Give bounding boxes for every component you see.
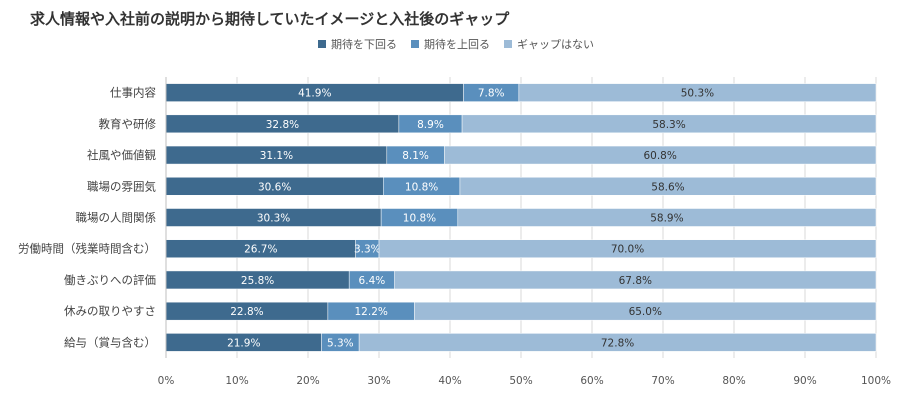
data-label: 7.8% [478, 88, 505, 100]
legend-swatch-below [318, 40, 326, 48]
bar-segment [461, 114, 877, 134]
data-label: 30.6% [258, 181, 291, 193]
x-tick-label: 50% [509, 375, 532, 387]
legend-swatch-nogap [504, 40, 512, 48]
data-label: 31.1% [260, 150, 293, 162]
bar-segment [444, 145, 877, 165]
chart-title: 求人情報や入社前の説明から期待していたイメージと入社後のギャップ [30, 10, 510, 28]
category-label: 職場の人間関係 [76, 211, 157, 225]
legend-item-above: 期待を上回る [411, 36, 490, 52]
bar-segment [378, 239, 877, 258]
data-label: 12.2% [355, 306, 388, 318]
category-label: 給与（賞与含む） [64, 335, 156, 349]
data-label: 67.8% [619, 275, 652, 287]
legend-label-nogap: ギャップはない [517, 38, 594, 51]
data-label: 8.1% [402, 150, 429, 162]
bar-segment [414, 301, 877, 321]
data-label: 10.8% [405, 181, 438, 193]
category-label: 働きぶりへの評価 [64, 273, 156, 287]
data-label: 58.9% [650, 213, 683, 225]
bar-segment [518, 83, 877, 102]
x-tick-label: 80% [722, 375, 745, 387]
legend-label-below: 期待を下回る [331, 38, 397, 51]
data-label: 30.3% [257, 213, 290, 225]
category-label: 社風や価値観 [87, 148, 156, 162]
data-label: 21.9% [227, 337, 260, 349]
data-label: 25.8% [241, 275, 274, 287]
x-tick-label: 30% [367, 375, 390, 387]
bar-segment [394, 270, 877, 290]
data-label: 8.9% [417, 119, 444, 131]
data-label: 72.8% [601, 337, 634, 349]
data-label: 6.4% [359, 275, 386, 287]
data-label: 50.3% [681, 88, 714, 100]
legend-item-below: 期待を下回る [318, 36, 397, 52]
data-label: 26.7% [244, 244, 277, 256]
category-label: 職場の雰囲気 [87, 179, 156, 193]
x-tick-label: 100% [861, 375, 891, 387]
category-label: 仕事内容 [110, 86, 156, 100]
data-label: 22.8% [230, 306, 263, 318]
bar-segment [358, 333, 877, 352]
data-label: 5.3% [327, 337, 354, 349]
legend-item-nogap: ギャップはない [504, 36, 594, 52]
x-tick-label: 0% [158, 375, 175, 387]
category-label: 労働時間（残業時間含む） [18, 242, 156, 256]
legend-swatch-above [411, 40, 419, 48]
category-label: 教育や研修 [99, 117, 157, 131]
x-tick-label: 20% [296, 375, 319, 387]
data-label: 65.0% [629, 306, 662, 318]
x-tick-label: 70% [651, 375, 674, 387]
bar-segment [459, 177, 877, 196]
x-tick-label: 40% [438, 375, 461, 387]
legend-label-above: 期待を上回る [424, 38, 490, 51]
x-tick-label: 90% [793, 375, 816, 387]
data-label: 70.0% [611, 244, 644, 256]
data-label: 41.9% [298, 88, 331, 100]
data-label: 3.3% [354, 244, 381, 256]
legend: 期待を下回る 期待を上回る ギャップはない [318, 36, 594, 52]
data-label: 58.3% [652, 119, 685, 131]
data-label: 32.8% [266, 119, 299, 131]
category-label: 休みの取りやすさ [64, 304, 156, 318]
data-label: 58.6% [651, 181, 684, 193]
x-tick-label: 60% [580, 375, 603, 387]
data-label: 60.8% [643, 150, 676, 162]
data-label: 10.8% [403, 213, 436, 225]
bar-segment [457, 208, 877, 227]
x-tick-label: 10% [225, 375, 248, 387]
